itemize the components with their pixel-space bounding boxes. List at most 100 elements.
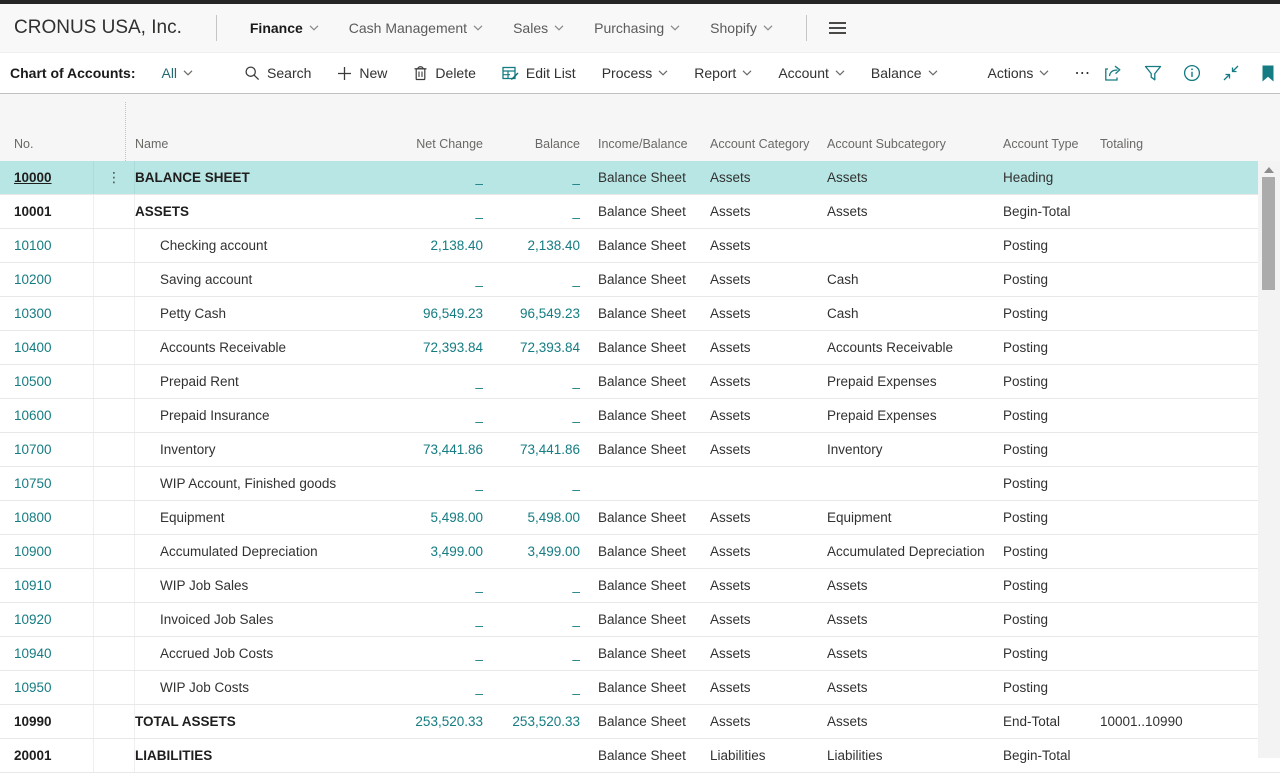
cell-balance[interactable]: 96,549.23 xyxy=(483,306,580,321)
cell-name[interactable]: Prepaid Rent xyxy=(135,374,390,389)
nav-item-purchasing[interactable]: Purchasing xyxy=(594,20,680,36)
column-header-no[interactable]: No. xyxy=(0,137,94,151)
column-header-balance[interactable]: Balance xyxy=(483,137,580,151)
cell-balance[interactable]: _ xyxy=(483,170,580,185)
table-row-10990[interactable]: 10990TOTAL ASSETS253,520.33253,520.33Bal… xyxy=(0,705,1280,739)
table-row-10910[interactable]: 10910WIP Job Sales__Balance SheetAssetsA… xyxy=(0,569,1280,603)
edit-list-button[interactable]: Edit List xyxy=(502,65,576,81)
cell-net-change[interactable]: 73,441.86 xyxy=(390,442,483,457)
cell-no[interactable]: 10700 xyxy=(0,433,94,466)
vertical-scrollbar[interactable] xyxy=(1258,161,1280,758)
table-row-10000[interactable]: 10000⋮BALANCE SHEET__Balance SheetAssets… xyxy=(0,161,1280,195)
delete-button[interactable]: Delete xyxy=(413,65,475,81)
table-row-10500[interactable]: 10500Prepaid Rent__Balance SheetAssetsPr… xyxy=(0,365,1280,399)
account-menu[interactable]: Account xyxy=(778,65,845,81)
cell-balance[interactable]: _ xyxy=(483,646,580,661)
cell-balance[interactable]: 5,498.00 xyxy=(483,510,580,525)
cell-balance[interactable]: 2,138.40 xyxy=(483,238,580,253)
cell-net-change[interactable]: 72,393.84 xyxy=(390,340,483,355)
cell-name[interactable]: Accumulated Depreciation xyxy=(135,544,390,559)
cell-balance[interactable]: _ xyxy=(483,612,580,627)
scrollbar-thumb[interactable] xyxy=(1262,177,1275,290)
cell-name[interactable]: Accounts Receivable xyxy=(135,340,390,355)
cell-net-change[interactable]: _ xyxy=(390,170,483,185)
share-icon[interactable] xyxy=(1104,64,1123,82)
menu-hamburger-icon[interactable] xyxy=(829,22,846,34)
info-icon[interactable] xyxy=(1183,64,1201,82)
column-header-net-change[interactable]: Net Change xyxy=(390,137,483,151)
cell-no[interactable]: 10920 xyxy=(0,603,94,636)
cell-balance[interactable]: _ xyxy=(483,476,580,491)
cell-name[interactable]: WIP Account, Finished goods xyxy=(135,476,390,491)
table-row-10600[interactable]: 10600Prepaid Insurance__Balance SheetAss… xyxy=(0,399,1280,433)
filter-icon[interactable] xyxy=(1144,65,1162,82)
cell-name[interactable]: Equipment xyxy=(135,510,390,525)
cell-no[interactable]: 10940 xyxy=(0,637,94,670)
cell-net-change[interactable]: _ xyxy=(390,612,483,627)
cell-net-change[interactable]: 2,138.40 xyxy=(390,238,483,253)
cell-net-change[interactable]: 253,520.33 xyxy=(390,714,483,729)
cell-net-change[interactable]: 96,549.23 xyxy=(390,306,483,321)
balance-menu[interactable]: Balance xyxy=(871,65,938,81)
table-row-10300[interactable]: 10300Petty Cash96,549.2396,549.23Balance… xyxy=(0,297,1280,331)
nav-item-sales[interactable]: Sales xyxy=(513,20,564,36)
column-header-totaling[interactable]: Totaling xyxy=(1100,137,1258,151)
cell-no[interactable]: 10400 xyxy=(0,331,94,364)
cell-balance[interactable]: _ xyxy=(483,272,580,287)
cell-no[interactable]: 10950 xyxy=(0,671,94,704)
table-row-10200[interactable]: 10200Saving account__Balance SheetAssets… xyxy=(0,263,1280,297)
cell-name[interactable]: LIABILITIES xyxy=(135,748,390,763)
cell-name[interactable]: Prepaid Insurance xyxy=(135,408,390,423)
cell-name[interactable]: Petty Cash xyxy=(135,306,390,321)
cell-balance[interactable]: _ xyxy=(483,408,580,423)
table-row-10400[interactable]: 10400Accounts Receivable72,393.8472,393.… xyxy=(0,331,1280,365)
cell-name[interactable]: Accrued Job Costs xyxy=(135,646,390,661)
cell-no[interactable]: 10100 xyxy=(0,229,94,262)
collapse-icon[interactable] xyxy=(1222,64,1240,82)
report-menu[interactable]: Report xyxy=(694,65,752,81)
scrollbar-up-arrow-icon[interactable] xyxy=(1264,167,1274,173)
cell-balance[interactable]: 3,499.00 xyxy=(483,544,580,559)
view-filter-dropdown[interactable]: All xyxy=(161,65,193,81)
cell-net-change[interactable]: 3,499.00 xyxy=(390,544,483,559)
cell-name[interactable]: BALANCE SHEET xyxy=(135,170,390,185)
search-button[interactable]: Search xyxy=(244,65,311,81)
cell-net-change[interactable]: _ xyxy=(390,408,483,423)
table-row-10001[interactable]: 10001ASSETS__Balance SheetAssetsAssetsBe… xyxy=(0,195,1280,229)
actions-menu[interactable]: Actions xyxy=(988,65,1050,81)
column-header-account-subcategory[interactable]: Account Subcategory xyxy=(827,137,1003,151)
cell-name[interactable]: Saving account xyxy=(135,272,390,287)
cell-balance[interactable]: _ xyxy=(483,374,580,389)
cell-net-change[interactable]: _ xyxy=(390,204,483,219)
cell-net-change[interactable]: _ xyxy=(390,578,483,593)
process-menu[interactable]: Process xyxy=(602,65,669,81)
cell-balance[interactable]: 253,520.33 xyxy=(483,714,580,729)
table-row-10920[interactable]: 10920Invoiced Job Sales__Balance SheetAs… xyxy=(0,603,1280,637)
cell-name[interactable]: Invoiced Job Sales xyxy=(135,612,390,627)
nav-item-finance[interactable]: Finance xyxy=(250,20,319,36)
cell-net-change[interactable]: 5,498.00 xyxy=(390,510,483,525)
cell-net-change[interactable]: _ xyxy=(390,680,483,695)
bookmark-icon[interactable] xyxy=(1261,65,1275,82)
cell-name[interactable]: TOTAL ASSETS xyxy=(135,714,390,729)
new-button[interactable]: New xyxy=(337,65,387,81)
cell-balance[interactable]: _ xyxy=(483,578,580,593)
table-row-10940[interactable]: 10940Accrued Job Costs__Balance SheetAss… xyxy=(0,637,1280,671)
table-row-10900[interactable]: 10900Accumulated Depreciation3,499.003,4… xyxy=(0,535,1280,569)
table-row-10750[interactable]: 10750WIP Account, Finished goods__Postin… xyxy=(0,467,1280,501)
table-row-10100[interactable]: 10100Checking account2,138.402,138.40Bal… xyxy=(0,229,1280,263)
cell-name[interactable]: ASSETS xyxy=(135,204,390,219)
cell-net-change[interactable]: _ xyxy=(390,646,483,661)
nav-item-cash-management[interactable]: Cash Management xyxy=(349,20,483,36)
cell-name[interactable]: WIP Job Sales xyxy=(135,578,390,593)
cell-no[interactable]: 20001 xyxy=(0,739,94,772)
cell-no[interactable]: 10300 xyxy=(0,297,94,330)
cell-no[interactable]: 10000 xyxy=(0,161,94,194)
table-row-20001[interactable]: 20001LIABILITIESBalance SheetLiabilities… xyxy=(0,739,1280,773)
nav-item-shopify[interactable]: Shopify xyxy=(710,20,773,36)
row-options-ellipsis-icon[interactable]: ⋮ xyxy=(94,161,135,194)
company-name[interactable]: CRONUS USA, Inc. xyxy=(14,17,182,39)
cell-no[interactable]: 10900 xyxy=(0,535,94,568)
cell-net-change[interactable]: _ xyxy=(390,476,483,491)
column-header-account-type[interactable]: Account Type xyxy=(1003,137,1100,151)
